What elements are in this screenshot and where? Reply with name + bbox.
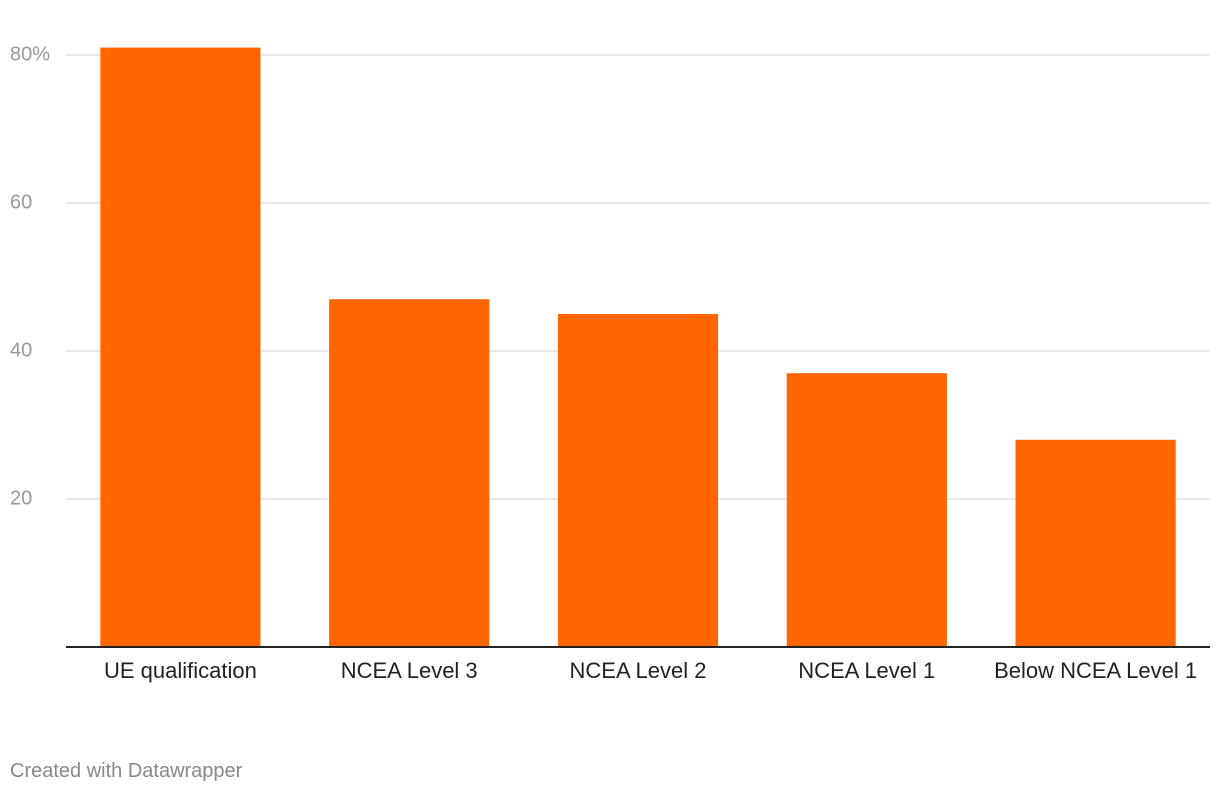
credit: Created with Datawrapper [10,760,243,782]
y-tick-label: 40 [10,339,32,361]
bar [100,47,261,648]
x-tick-label: NCEA Level 2 [569,658,707,683]
y-tick-label: 20 [10,487,32,509]
x-tick-label: UE qualification [103,658,257,683]
x-tick-label: NCEA Level 1 [798,658,936,683]
x-tick-label: NCEA Level 3 [340,658,478,683]
x-tick-label: Below NCEA Level 1 [994,658,1198,683]
y-tick-label: 80% [10,43,50,65]
bar [557,314,719,647]
bar [329,299,490,647]
y-tick-label: 60 [10,191,32,213]
bar [786,373,947,647]
bar [1015,439,1176,647]
